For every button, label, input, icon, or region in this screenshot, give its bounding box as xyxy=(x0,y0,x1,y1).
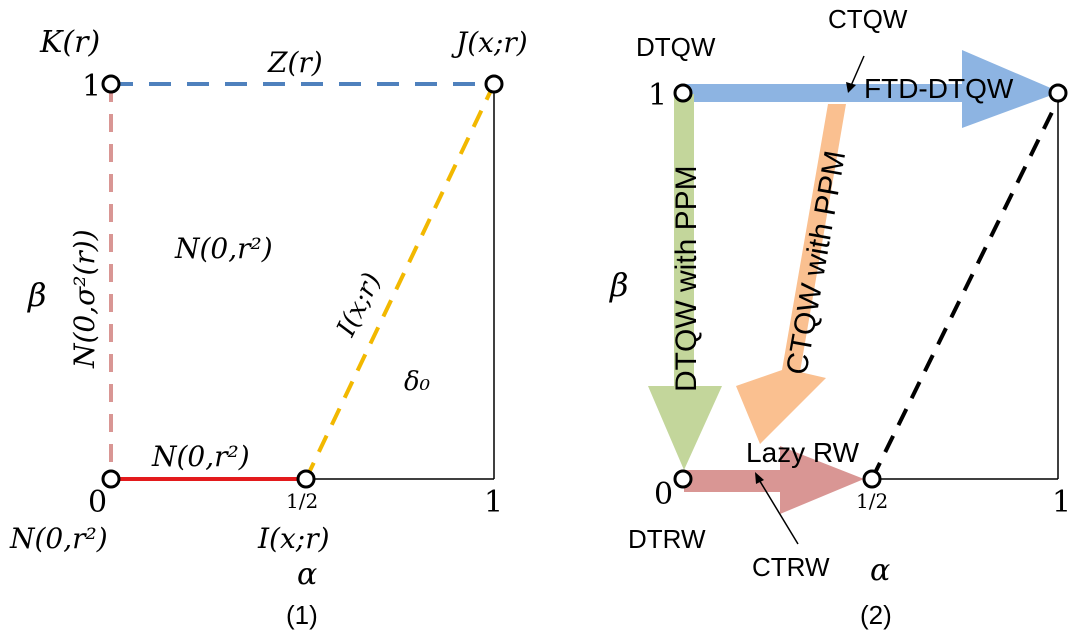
panel2-vertex-top-left xyxy=(673,83,693,103)
panel2-caption: (2) xyxy=(860,600,892,630)
panel-2: DTQW CTQW FTD-DTQW 1 β DTQW with PPM CTQ… xyxy=(609,4,1071,630)
panel2-ctrw-pointer-head xyxy=(755,472,764,484)
panel2-vertex-half xyxy=(862,469,882,489)
panel1-normal-origin: N(0,r²) xyxy=(9,522,108,555)
panel1-i-bottom: I(x;r) xyxy=(257,522,330,555)
panel1-diagonal-dashed-edge xyxy=(304,83,496,480)
panel2-one-y: 1 xyxy=(648,78,667,113)
panel2-ctrw: CTRW xyxy=(752,552,830,582)
panel1-vertex-half xyxy=(296,469,316,489)
panel1-i-diag: I(x;r) xyxy=(331,268,388,342)
panel1-k-label: K(r) xyxy=(39,25,100,60)
panel1-normal-center: N(0,r²) xyxy=(174,232,273,265)
panel1-one-y: 1 xyxy=(82,69,101,104)
panel2-dtqw-ppm: DTQW with PPM xyxy=(670,165,703,392)
panel1-normal-left: N(0,σ²(r)) xyxy=(68,229,101,369)
panel2-vertex-top-right xyxy=(1048,83,1068,103)
panel1-caption: (1) xyxy=(286,600,318,630)
panel2-half: 1/2 xyxy=(856,489,888,513)
panel1-beta: β xyxy=(27,276,47,314)
panel2-ctqw-pointer xyxy=(849,55,865,89)
panel1-delta0: δ₀ xyxy=(404,367,431,397)
panel2-ctqw-top: CTQW xyxy=(828,4,908,34)
panel2-ftd-dtqw: FTD-DTQW xyxy=(864,73,1014,104)
panel1-vertex-top-right xyxy=(484,74,504,94)
panel2-zero: 0 xyxy=(654,477,673,512)
panel2-lazy-rw: Lazy RW xyxy=(746,437,860,468)
panel2-green-arrow xyxy=(648,94,722,470)
panel1-alpha: α xyxy=(297,557,317,592)
panel1-vertex-top-left xyxy=(101,74,121,94)
panel2-red-arrow xyxy=(684,446,864,514)
panel1-zero: 0 xyxy=(88,485,107,520)
panel1-z-label: Z(r) xyxy=(267,46,323,79)
panel2-blue-arrow xyxy=(683,50,1060,128)
panel2-orange-arrow xyxy=(736,104,846,444)
panel2-vertex-origin xyxy=(673,469,693,489)
panel2-ctqw-pointer-head xyxy=(846,82,856,93)
panel-1: K(r) J(x;r) Z(r) 1 β N(0,σ²(r)) N(0,r²) … xyxy=(9,25,528,630)
panel1-normal-bottom: N(0,r²) xyxy=(151,440,250,473)
panel1-vertex-origin xyxy=(101,469,121,489)
panel2-ctrw-pointer xyxy=(757,477,799,545)
panel2-beta: β xyxy=(609,266,629,304)
panel1-one-x: 1 xyxy=(484,485,503,520)
panel2-alpha: α xyxy=(870,553,890,588)
panel2-one-x: 1 xyxy=(1052,485,1071,520)
panel2-dtrw: DTRW xyxy=(628,524,706,554)
panel2-ctqw-ppm: CTQW with PPM xyxy=(780,148,852,377)
panel2-dtqw-top: DTQW xyxy=(636,32,716,62)
panel1-half: 1/2 xyxy=(286,489,318,513)
panel2-diagonal-dashed-edge xyxy=(870,99,1060,480)
panel1-j-label: J(x;r) xyxy=(451,26,528,59)
